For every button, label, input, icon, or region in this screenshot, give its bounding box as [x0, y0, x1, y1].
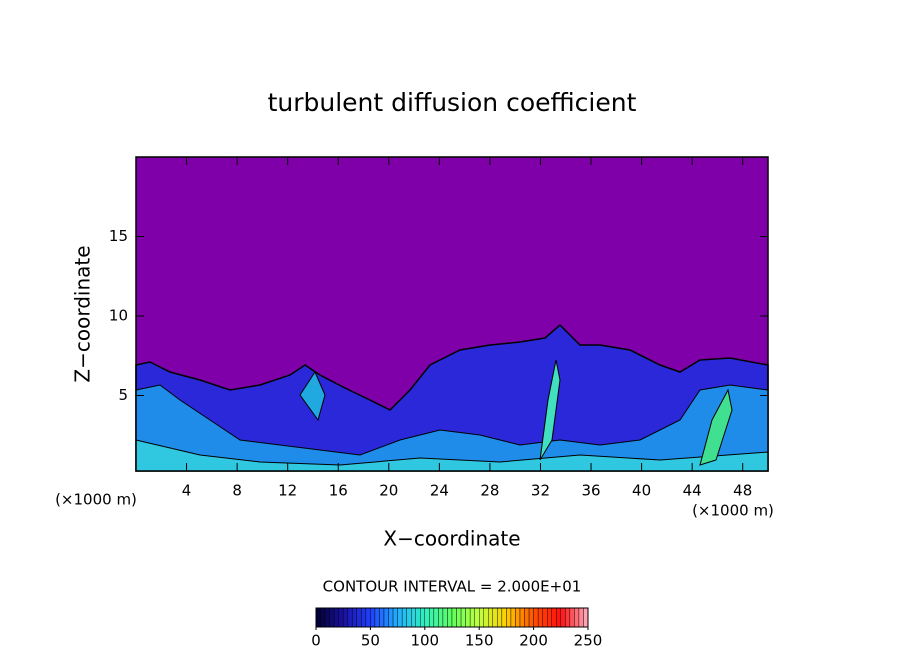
x-tick-label: 40	[632, 482, 651, 500]
colorbar-stripe	[315, 607, 321, 628]
field-region	[699, 388, 733, 466]
colorbar-stripe	[429, 607, 435, 628]
colorbar-stripe	[374, 607, 380, 628]
colorbar-frame	[315, 607, 589, 628]
y-tick-label: 15	[109, 227, 128, 245]
colorbar-stripe	[506, 607, 512, 628]
field-region	[135, 323, 769, 472]
contour-interval: CONTOUR INTERVAL = 2.000E+01	[323, 578, 582, 596]
colorbar-tick-label: 0	[311, 632, 321, 650]
colorbar-stripe	[583, 607, 589, 628]
colorbar-stripe	[415, 607, 421, 628]
colorbar-stripe	[365, 607, 371, 628]
colorbar-stripe	[338, 607, 344, 628]
x-tick-label: 32	[531, 482, 550, 500]
colorbar-stripe	[497, 607, 503, 628]
colorbar-stripe	[578, 607, 584, 628]
colorbar-stripe	[361, 607, 367, 628]
colorbar-stripe	[519, 607, 525, 628]
field	[135, 157, 769, 472]
colorbar-stripe	[465, 607, 471, 628]
y-unit: (×1000 m)	[55, 491, 137, 509]
colorbar-stripe	[533, 607, 539, 628]
colorbar-stripe	[392, 607, 398, 628]
colorbar-stripe	[501, 607, 507, 628]
colorbar-tick-label: 200	[519, 632, 548, 650]
field-region	[299, 370, 326, 422]
colorbar-stripe	[324, 607, 330, 628]
colorbar-stripe	[433, 607, 439, 628]
colorbar-stripe	[515, 607, 521, 628]
colorbar-stripe	[547, 607, 552, 628]
colorbar-stripe	[551, 607, 557, 628]
colorbar-stripe	[537, 607, 543, 628]
colorbar-stripe	[438, 607, 444, 628]
x-tick-label: 28	[480, 482, 499, 500]
colorbar-stripe	[510, 607, 516, 628]
x-tick-label: 44	[683, 482, 702, 500]
colorbar-stripe	[451, 607, 457, 628]
colorbar-stripe	[456, 607, 462, 628]
colorbar-stripe	[347, 607, 353, 628]
colorbar-stripe	[383, 607, 389, 628]
x-axis-label: X−coordinate	[383, 527, 520, 551]
colorbar-stripe	[397, 607, 403, 628]
colorbar-tick-label: 100	[410, 632, 439, 650]
colorbar-stripe	[370, 607, 376, 628]
colorbar-stripe	[524, 607, 530, 628]
x-tick-label: 36	[581, 482, 600, 500]
colorbar-stripe	[424, 607, 430, 628]
colorbar-stripe	[388, 607, 394, 628]
colorbar-stripe	[420, 607, 425, 628]
colorbar-stripe	[488, 607, 493, 628]
colorbar-stripe	[542, 607, 548, 628]
colorbar-tick-label: 250	[574, 632, 603, 650]
colorbar-stripe	[483, 607, 489, 628]
x-tick-label: 24	[430, 482, 449, 500]
colorbar-stripe	[329, 607, 335, 628]
colorbar-stripe	[406, 607, 412, 628]
y-tick-label: 10	[109, 306, 128, 324]
colorbar-tick-label: 50	[361, 632, 380, 650]
colorbar-tick-label: 150	[465, 632, 494, 650]
x-tick-label: 48	[733, 482, 752, 500]
colorbar-stripe	[479, 607, 484, 628]
colorbar-stripe	[474, 607, 480, 628]
colorbar-stripe	[574, 607, 580, 628]
y-tick-label: 5	[118, 386, 128, 404]
colorbar-stripe	[447, 607, 453, 628]
colorbar-stripe	[528, 607, 534, 628]
x-tick-label: 4	[182, 482, 192, 500]
colorbar-stripe	[442, 607, 448, 628]
colorbar-stripe	[352, 607, 357, 628]
x-tick-label: 20	[379, 482, 398, 500]
chart-title: turbulent diffusion coefficient	[268, 88, 637, 117]
colorbar-stripe	[356, 607, 362, 628]
colorbar-stripe	[565, 607, 571, 628]
colorbar-stripe	[320, 607, 326, 628]
field-region	[539, 359, 561, 461]
x-unit: (×1000 m)	[692, 502, 774, 520]
x-tick-label: 16	[329, 482, 348, 500]
colorbar-stripe	[556, 607, 561, 628]
colorbar-stripe	[492, 607, 498, 628]
x-tick-label: 8	[232, 482, 242, 500]
colorbar-stripe	[411, 607, 416, 628]
y-axis-label: Z−coordinate	[71, 245, 95, 382]
colorbar-stripe	[569, 607, 575, 628]
colorbar-stripe	[401, 607, 407, 628]
colorbar-stripe	[560, 607, 566, 628]
plot-frame	[135, 156, 769, 472]
field-region	[135, 384, 769, 472]
colorbar-stripe	[460, 607, 466, 628]
colorbar-stripe	[333, 607, 339, 628]
colorbar-stripe	[379, 607, 385, 628]
colorbar-stripe	[343, 607, 348, 628]
x-tick-label: 12	[278, 482, 297, 500]
colorbar-stripe	[469, 607, 475, 628]
